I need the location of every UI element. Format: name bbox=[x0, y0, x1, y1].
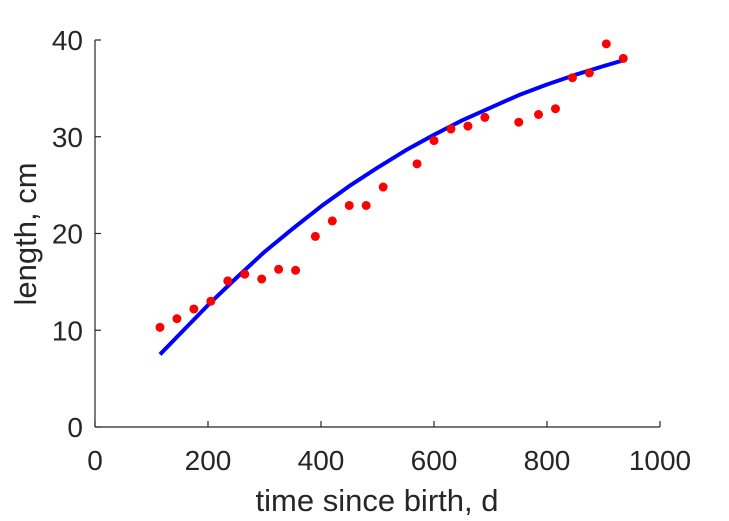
data-point bbox=[567, 73, 577, 83]
data-point bbox=[274, 264, 284, 274]
data-point bbox=[446, 124, 456, 134]
data-point bbox=[223, 276, 233, 286]
fit-curve bbox=[158, 58, 624, 356]
y-tick-label: 0 bbox=[67, 412, 83, 443]
x-tick-label: 0 bbox=[87, 445, 103, 476]
data-point bbox=[206, 296, 216, 306]
data-point bbox=[327, 216, 337, 226]
data-point bbox=[378, 182, 388, 192]
data-point bbox=[291, 265, 301, 275]
y-axis-label: length, cm bbox=[8, 162, 43, 305]
data-point bbox=[172, 314, 182, 324]
x-tick-label: 800 bbox=[524, 445, 571, 476]
data-point bbox=[463, 121, 473, 131]
plot-area bbox=[155, 39, 628, 356]
data-point bbox=[189, 304, 199, 314]
y-tick-label: 20 bbox=[52, 219, 83, 250]
x-tick-label: 400 bbox=[298, 445, 345, 476]
data-point bbox=[534, 109, 544, 119]
data-point bbox=[550, 104, 560, 114]
x-tick-label: 200 bbox=[185, 445, 232, 476]
data-point bbox=[429, 136, 439, 146]
x-axis-label: time since birth, d bbox=[256, 483, 499, 518]
y-axis-ticks: 0 10 20 30 40 bbox=[52, 25, 101, 443]
data-point bbox=[310, 231, 320, 241]
x-axis-ticks: 0 200 400 600 800 1000 bbox=[87, 421, 691, 476]
data-point bbox=[240, 269, 250, 279]
x-tick-label: 1000 bbox=[629, 445, 691, 476]
axes bbox=[94, 40, 660, 428]
data-point bbox=[584, 68, 594, 78]
data-point bbox=[344, 200, 354, 210]
data-point bbox=[618, 53, 628, 63]
data-point bbox=[361, 200, 371, 210]
x-tick-label: 600 bbox=[411, 445, 458, 476]
data-point bbox=[480, 112, 490, 122]
data-point bbox=[514, 117, 524, 127]
y-tick-label: 40 bbox=[52, 25, 83, 56]
data-point bbox=[601, 39, 611, 49]
y-tick-label: 30 bbox=[52, 122, 83, 153]
data-point bbox=[257, 274, 267, 284]
data-point bbox=[155, 322, 165, 332]
y-tick-label: 10 bbox=[52, 315, 83, 346]
data-point bbox=[412, 159, 422, 169]
